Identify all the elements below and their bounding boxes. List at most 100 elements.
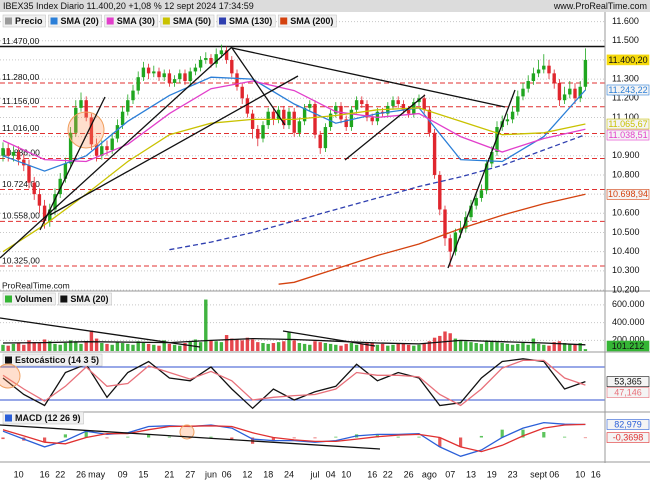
trendline (0, 424, 381, 450)
candle-body (542, 65, 546, 70)
volume-bar (458, 340, 463, 351)
x-tick-label: 10 (575, 469, 585, 479)
volume-bar (297, 343, 302, 351)
volume-bar (6, 345, 10, 351)
legend-label: Volumen (15, 294, 52, 304)
candle-body (516, 96, 520, 112)
volume-bar (172, 344, 177, 351)
volume-bar (219, 342, 224, 351)
legend-label: Precio (15, 16, 43, 26)
histogram-bar (521, 429, 525, 438)
legend-swatch (5, 17, 12, 25)
volume-bar (131, 344, 135, 351)
histogram-bar (417, 436, 421, 438)
volume-bar (42, 339, 47, 351)
volume-bar (282, 341, 286, 351)
histogram-bar (1, 437, 5, 440)
candle-body (531, 73, 536, 82)
legend-label: SMA (20) (70, 294, 108, 304)
legend-swatch (60, 295, 68, 303)
legend-bg (58, 292, 112, 306)
histogram-bar (84, 431, 88, 438)
x-tick-label: 12 (242, 469, 252, 479)
value-box (606, 54, 650, 66)
y-tick-label: 200.000 (612, 335, 645, 345)
candle-body (48, 209, 52, 221)
x-tick-label: 16 (367, 469, 377, 479)
legend-bg (216, 14, 276, 28)
y-tick-label: 11.100 (612, 112, 639, 122)
volume-bar (11, 343, 16, 351)
trendline (282, 330, 376, 347)
volume-bar (235, 339, 239, 351)
candle-body (334, 105, 338, 114)
volume-bar (396, 343, 400, 351)
volume-bar (32, 342, 36, 351)
candle-body (344, 119, 348, 128)
candle-body (360, 100, 364, 105)
candle-body (448, 238, 452, 252)
candle-body (131, 90, 135, 101)
candle-body (74, 107, 78, 133)
legend-bg (2, 411, 84, 425)
highlight-circle (179, 424, 195, 440)
volume-bar (74, 341, 78, 351)
volume-bar (167, 343, 172, 351)
y-tick-label: 400.000 (612, 317, 645, 327)
volume-bar (334, 344, 338, 351)
candle-body (146, 67, 151, 74)
candle-body (172, 79, 177, 83)
value-box (606, 84, 650, 96)
value-box (606, 432, 650, 443)
indicator-line (2, 337, 586, 346)
volume-bar (448, 333, 452, 351)
histogram-bar (271, 437, 275, 441)
volume-bar (490, 341, 494, 351)
volume-bar (68, 340, 73, 351)
candle-body (198, 59, 203, 68)
x-tick-label: 22 (55, 469, 65, 479)
level-label: 11.280,00 (2, 72, 39, 82)
indicator-line (2, 421, 586, 457)
legend-label: Estocástico (14 3 5) (15, 355, 99, 365)
trendline (344, 94, 426, 161)
annotations (0, 46, 516, 450)
volume-bar (16, 343, 21, 351)
candle-body (271, 111, 276, 120)
y-tick-label: 10.800 (612, 169, 640, 179)
volume-bar (266, 343, 270, 351)
legend-bg (2, 292, 56, 306)
volume-bar (308, 344, 312, 351)
candle-body (32, 182, 36, 195)
volume-bar (401, 343, 406, 351)
x-tick-label: 10 (341, 469, 351, 479)
legend-swatch (5, 356, 12, 364)
legend-swatch (219, 17, 227, 25)
candle-body (490, 151, 494, 164)
legend-label: SMA (130) (229, 16, 272, 26)
candle-body (89, 117, 94, 145)
candle-body (37, 194, 42, 206)
candle-body (526, 81, 530, 89)
candle-body (438, 174, 442, 210)
histogram-bar (563, 436, 567, 438)
candle-body (250, 113, 255, 129)
volume-bar (323, 343, 328, 351)
candle-body (6, 148, 10, 156)
volume-bar (136, 341, 140, 351)
candle-body (308, 104, 312, 108)
volume-bar (287, 332, 291, 351)
legend-bg (2, 353, 103, 367)
volume-bar (557, 341, 562, 351)
trendline (0, 317, 201, 348)
histogram-bar (542, 432, 546, 438)
volume-bar (152, 344, 156, 351)
candle-body (141, 67, 146, 78)
histogram-bar (479, 435, 483, 438)
candle-body (68, 132, 73, 164)
volume-bar (37, 343, 42, 351)
volume-bar (110, 344, 114, 351)
histogram-bar (43, 437, 47, 443)
volume-bar (276, 342, 281, 351)
